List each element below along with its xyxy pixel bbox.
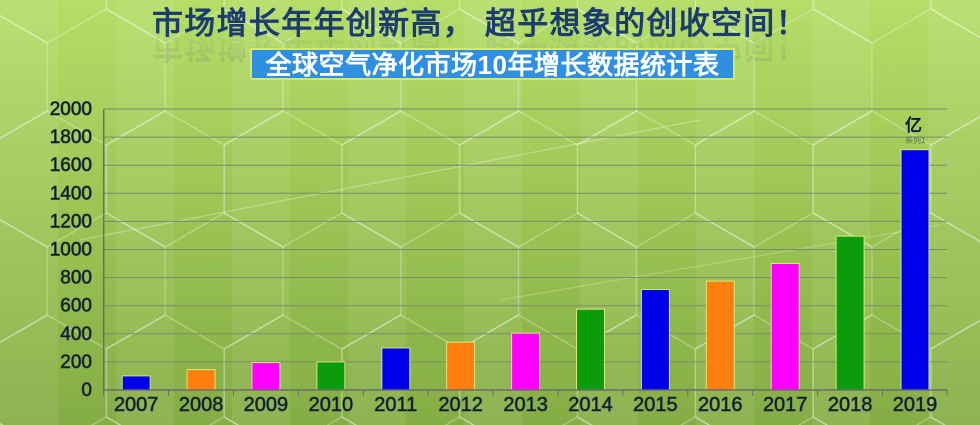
svg-text:200: 200	[60, 352, 92, 373]
svg-text:2012: 2012	[438, 394, 483, 416]
svg-text:2000: 2000	[50, 99, 92, 120]
svg-text:亿: 亿	[905, 115, 922, 135]
svg-text:2013: 2013	[503, 394, 548, 416]
svg-text:系列1: 系列1	[905, 135, 926, 145]
svg-text:2008: 2008	[179, 394, 224, 416]
svg-text:800: 800	[60, 268, 92, 289]
svg-text:1400: 1400	[50, 183, 92, 204]
svg-text:1200: 1200	[50, 211, 92, 232]
svg-text:400: 400	[60, 324, 92, 345]
svg-text:2016: 2016	[698, 394, 743, 416]
svg-text:600: 600	[60, 296, 92, 317]
svg-text:1000: 1000	[50, 240, 92, 261]
svg-text:1600: 1600	[50, 155, 92, 176]
svg-text:2009: 2009	[244, 394, 289, 416]
svg-text:2010: 2010	[309, 394, 354, 416]
svg-text:2018: 2018	[828, 394, 873, 416]
svg-text:2014: 2014	[568, 394, 613, 416]
svg-text:2011: 2011	[374, 394, 417, 416]
svg-text:2015: 2015	[633, 394, 678, 416]
svg-text:1800: 1800	[50, 127, 92, 148]
svg-text:2007: 2007	[114, 394, 159, 416]
svg-text:2017: 2017	[763, 394, 808, 416]
svg-text:2019: 2019	[893, 394, 938, 416]
svg-text:0: 0	[81, 380, 92, 401]
